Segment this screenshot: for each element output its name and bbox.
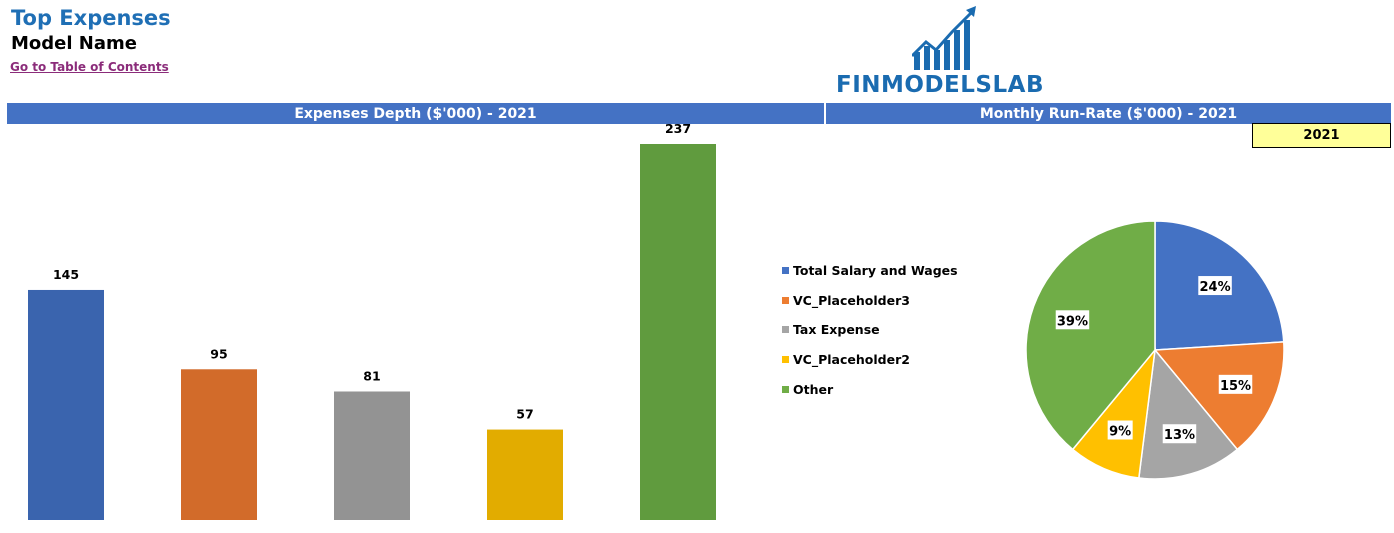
legend-item: VC_Placeholder3 <box>782 286 958 316</box>
pie-label-background <box>1107 420 1133 440</box>
legend-item: Tax Expense <box>782 315 958 345</box>
bar-2 <box>334 391 410 520</box>
legend-swatch <box>782 267 789 275</box>
pie-slice-4 <box>1025 220 1156 451</box>
year-selector[interactable]: 2021 <box>1252 123 1391 148</box>
legend-item: VC_Placeholder2 <box>782 345 958 375</box>
pie-label-background <box>1198 276 1232 296</box>
model-name: Model Name <box>11 33 137 54</box>
bar-1 <box>181 369 257 520</box>
monthly-run-rate-header: Monthly Run-Rate ($'000) - 2021 <box>826 103 1391 124</box>
legend-label: VC_Placeholder2 <box>793 352 910 368</box>
bar-value-label: 81 <box>363 368 380 383</box>
pie-label-background <box>1055 310 1090 330</box>
pie-slice-1 <box>1153 341 1285 451</box>
expenses-depth-header: Expenses Depth ($'000) - 2021 <box>7 103 824 124</box>
logo-text: FINMODELSLAB <box>836 72 1044 98</box>
expenses-bar-chart: 145 95 81 57 237 <box>28 124 716 520</box>
legend-label: Tax Expense <box>793 322 880 338</box>
pie-percent-label: 13% <box>1164 428 1195 443</box>
pie-label-background <box>1162 424 1197 444</box>
legend-swatch <box>782 385 789 393</box>
bar-value-label: 95 <box>210 346 227 361</box>
bar-value-label: 237 <box>665 124 691 136</box>
legend-swatch <box>782 326 789 334</box>
pie-legend: Total Salary and Wages VC_Placeholder3 Tax… <box>782 256 958 404</box>
pie-label-background <box>1218 374 1253 394</box>
pie-percent-label: 15% <box>1220 379 1251 394</box>
legend-swatch <box>782 356 789 364</box>
pie-percent-label: 24% <box>1199 280 1230 295</box>
bar-3 <box>487 429 563 520</box>
bar-0 <box>28 289 104 520</box>
finmodelslab-logo: FINMODELSLAB <box>836 6 1066 98</box>
bar-4 <box>640 144 716 520</box>
pie-percent-label: 39% <box>1057 314 1088 329</box>
logo-chart-icon <box>912 6 976 70</box>
legend-label: Total Salary and Wages <box>793 263 958 279</box>
page-title: Top Expenses <box>11 6 171 30</box>
legend-label: VC_Placeholder3 <box>793 292 910 308</box>
legend-swatch <box>782 296 789 304</box>
bar-value-label: 145 <box>53 267 79 282</box>
pie-percent-label: 9% <box>1109 425 1131 440</box>
pie-slice-2 <box>1137 348 1239 480</box>
table-of-contents-link[interactable]: Go to Table of Contents <box>10 60 169 74</box>
legend-item: Total Salary and Wages <box>782 256 958 286</box>
legend-label: Other <box>793 381 834 397</box>
bar-value-label: 57 <box>516 407 533 422</box>
legend-item: Other <box>782 374 958 404</box>
run-rate-pie-chart: 24% 15% 13% 9% 39% <box>1025 220 1285 480</box>
